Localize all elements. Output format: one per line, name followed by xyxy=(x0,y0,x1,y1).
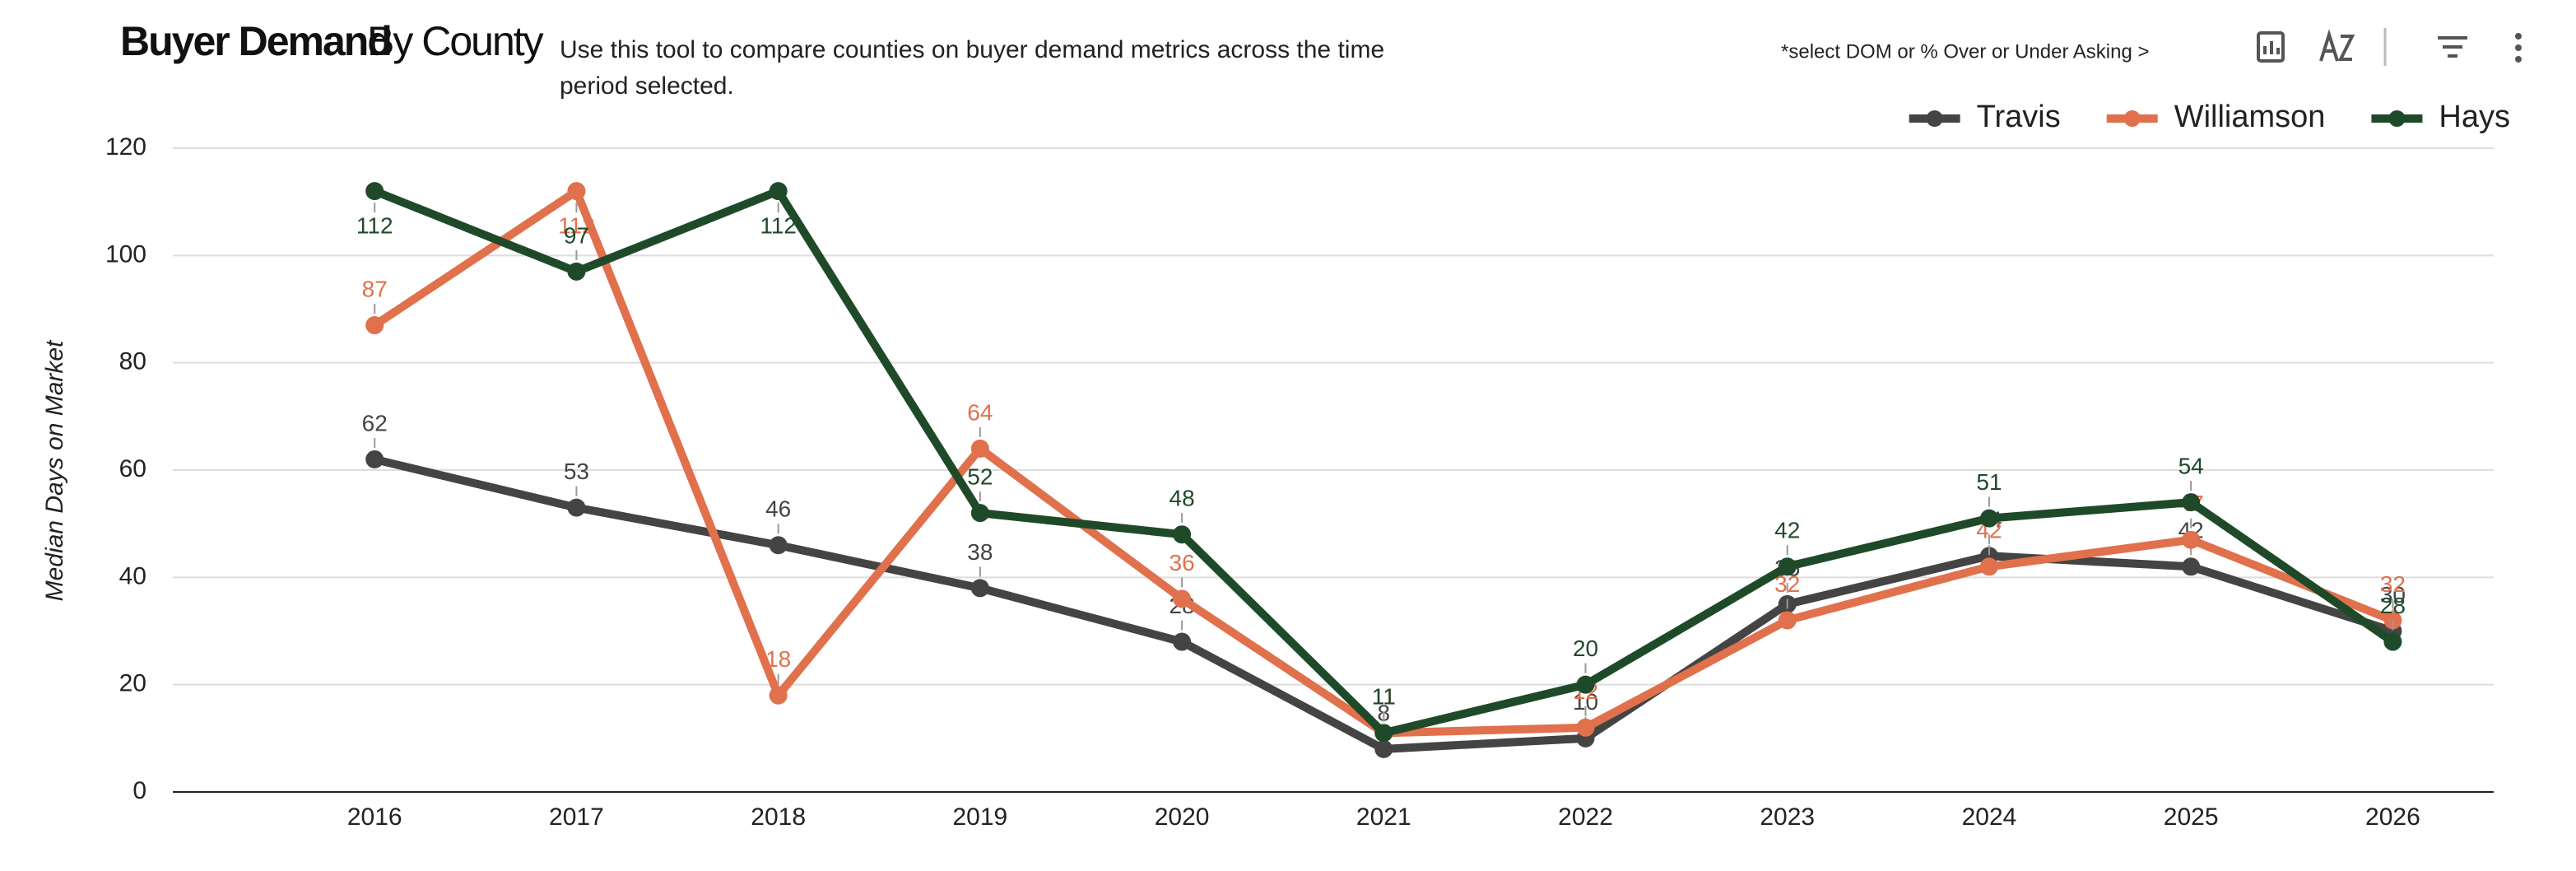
series-line xyxy=(372,187,2395,738)
filter-icon[interactable] xyxy=(2438,36,2467,58)
x-tick-label: 2022 xyxy=(1558,803,1613,831)
data-label: 53 xyxy=(564,459,589,484)
data-point xyxy=(1173,632,1192,651)
data-point xyxy=(2383,611,2402,630)
legend-label: Travis xyxy=(1977,100,2061,134)
data-label: 54 xyxy=(2178,453,2204,478)
x-tick-label: 2026 xyxy=(2365,803,2420,831)
legend-label: Hays xyxy=(2439,100,2510,134)
toolbar xyxy=(2257,28,2522,66)
more-icon[interactable] xyxy=(2515,33,2522,63)
data-label: 32 xyxy=(2380,571,2406,597)
legend-swatch-dot xyxy=(2123,110,2141,127)
x-tick-label: 2018 xyxy=(751,803,806,831)
data-point xyxy=(1374,724,1393,743)
data-label: 87 xyxy=(362,276,388,301)
data-point xyxy=(1576,675,1595,694)
legend-swatch-dot xyxy=(2388,110,2406,127)
data-label: 52 xyxy=(967,464,993,490)
data-point xyxy=(1374,739,1393,758)
data-point xyxy=(970,504,989,523)
data-point xyxy=(567,498,586,517)
data-point xyxy=(1778,611,1797,630)
y-tick-label: 20 xyxy=(119,670,146,697)
data-point xyxy=(769,536,788,555)
data-point xyxy=(365,182,384,201)
data-point xyxy=(2383,632,2402,651)
x-tick-label: 2023 xyxy=(1760,803,1815,831)
note: *select DOM or % Over or Under Asking > xyxy=(1781,40,2150,63)
data-label: 46 xyxy=(765,496,791,522)
x-tick-label: 2024 xyxy=(1962,803,2017,831)
y-tick-label: 0 xyxy=(133,777,146,804)
legend: Hays Williamson Travis xyxy=(1909,100,2510,134)
description-line: Use this tool to compare counties on buy… xyxy=(560,36,1384,63)
y-axis-label: Median Days on Market xyxy=(41,339,68,601)
data-label: 112 xyxy=(356,213,393,239)
data-point xyxy=(365,316,384,335)
series-line xyxy=(373,187,2396,738)
data-point xyxy=(1778,557,1797,576)
data-point xyxy=(567,262,586,281)
data-point xyxy=(365,449,384,468)
description-line: period selected. xyxy=(560,72,734,100)
data-point xyxy=(769,182,788,201)
data-label: 51 xyxy=(1976,469,2002,495)
legend-swatch-dot xyxy=(1926,110,1943,127)
data-point xyxy=(1979,557,1998,576)
data-point xyxy=(567,182,586,201)
data-label: 42 xyxy=(1774,518,1800,543)
y-tick-label: 40 xyxy=(119,562,146,589)
data-label: 48 xyxy=(1169,486,1195,511)
data-point xyxy=(970,439,989,458)
data-label: 112 xyxy=(558,213,595,239)
data-point xyxy=(2182,530,2201,549)
data-label: 20 xyxy=(1573,636,1598,661)
y-tick-label: 120 xyxy=(105,133,146,161)
sort-icon[interactable] xyxy=(2319,29,2355,62)
data-label: 64 xyxy=(967,399,993,425)
x-tick-label: 2017 xyxy=(549,803,604,831)
data-point xyxy=(1979,509,1998,528)
data-point xyxy=(1173,525,1192,544)
x-tick-label: 2019 xyxy=(952,803,1007,831)
chart-title: Buyer Demand xyxy=(120,18,391,64)
chart-title-rest: By County xyxy=(367,18,544,64)
y-tick-label: 60 xyxy=(119,455,146,482)
data-label: 36 xyxy=(1169,550,1195,575)
legend-label: Williamson xyxy=(2174,100,2326,134)
data-label: 11 xyxy=(1372,684,1396,710)
chart-settings-icon[interactable] xyxy=(2257,31,2285,63)
data-point xyxy=(2182,493,2201,512)
data-label: 18 xyxy=(765,646,791,672)
data-label: 28 xyxy=(2380,593,2406,618)
data-point xyxy=(2182,557,2201,576)
data-point xyxy=(769,686,788,705)
data-point xyxy=(1576,718,1595,737)
series: 87112186436111232424732 xyxy=(362,182,2406,743)
data-label: 38 xyxy=(967,539,993,565)
x-tick-label: 2021 xyxy=(1356,803,1411,831)
x-tick-label: 2016 xyxy=(347,803,402,831)
data-label: 11 xyxy=(1372,684,1396,710)
y-tick-label: 80 xyxy=(119,348,146,375)
data-label: 97 xyxy=(564,222,589,248)
data-label: 112 xyxy=(760,213,797,239)
data-label: 62 xyxy=(362,410,388,436)
x-tick-label: 2020 xyxy=(1155,803,1210,831)
data-point xyxy=(1173,589,1192,608)
y-tick-label: 100 xyxy=(105,240,146,268)
x-tick-label: 2025 xyxy=(2164,803,2219,831)
data-point xyxy=(970,579,989,598)
